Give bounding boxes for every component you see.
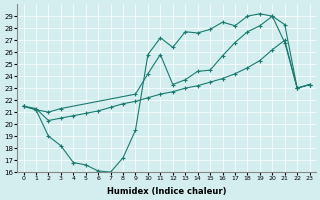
X-axis label: Humidex (Indice chaleur): Humidex (Indice chaleur) (107, 187, 226, 196)
